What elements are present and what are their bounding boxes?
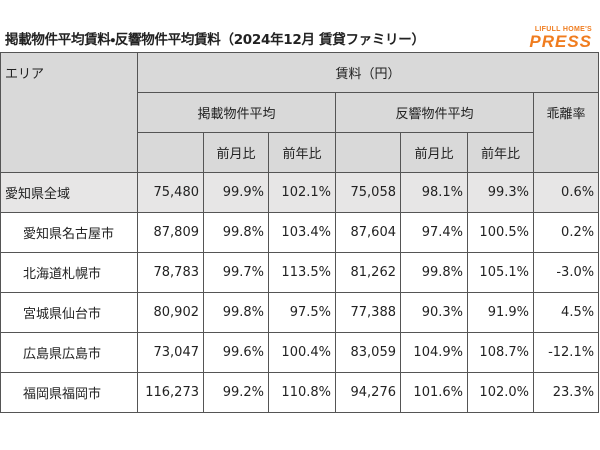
- value-cell: 101.6%: [400, 372, 468, 413]
- value-cell: 99.3%: [467, 172, 534, 213]
- header-cell: 掲載物件平均: [137, 92, 336, 133]
- header-cell: 前月比: [203, 132, 269, 173]
- value-cell: 80,902: [137, 292, 204, 333]
- value-cell: 75,058: [335, 172, 401, 213]
- rent-table: エリア 賃料（円） 掲載物件平均 反響物件平均 乖離率 前月比 前年比 前月比 …: [0, 52, 600, 413]
- value-cell: -3.0%: [532, 252, 600, 293]
- value-cell: 113.5%: [268, 252, 336, 293]
- value-cell: 97.5%: [268, 292, 336, 333]
- value-cell: 100.4%: [268, 332, 336, 373]
- value-cell: 94,276: [335, 372, 401, 413]
- table-row: 福岡県福岡市 116,273 99.2% 110.8% 94,276 101.6% 102.…: [0, 372, 600, 413]
- value-cell: 99.6%: [203, 332, 269, 373]
- title: 掲載物件平均賃料・反響物件平均賃料（2024年12月 賃貸ファミリー）: [5, 32, 425, 48]
- value-cell: 99.8%: [203, 292, 269, 333]
- table-row: 北海道札幌市 78,783 99.7% 113.5% 81,262 99.8% 105.1%…: [0, 252, 600, 293]
- value-cell: 81,262: [335, 252, 401, 293]
- value-cell: 110.8%: [268, 372, 336, 413]
- area-cell: 北海道札幌市: [0, 252, 138, 293]
- area-cell: 広島県広島市: [0, 332, 138, 373]
- value-cell: 97.4%: [400, 212, 468, 253]
- header-cell: [137, 132, 204, 173]
- value-cell: 98.1%: [400, 172, 468, 213]
- value-cell: 0.2%: [532, 212, 600, 253]
- logo: LIFULL HOME'S PRESS: [529, 26, 592, 50]
- header-cell: 乖離率: [532, 92, 600, 173]
- value-cell: 73,047: [137, 332, 204, 373]
- value-cell: 100.5%: [467, 212, 534, 253]
- table-row: 広島県広島市 73,047 99.6% 100.4% 83,059 104.9% 108.7…: [0, 332, 600, 373]
- area-cell: 愛知県全域: [0, 172, 138, 213]
- value-cell: 104.9%: [400, 332, 468, 373]
- value-cell: 102.1%: [268, 172, 336, 213]
- value-cell: 105.1%: [467, 252, 534, 293]
- value-cell: 78,783: [137, 252, 204, 293]
- value-cell: 87,604: [335, 212, 401, 253]
- value-cell: 0.6%: [532, 172, 600, 213]
- value-cell: 75,480: [137, 172, 204, 213]
- table-row: 宮城県仙台市 80,902 99.8% 97.5% 77,388 90.3% 91.9% 4.…: [0, 292, 600, 333]
- value-cell: 83,059: [335, 332, 401, 373]
- value-cell: 99.8%: [400, 252, 468, 293]
- table-row: 愛知県名古屋市 87,809 99.8% 103.4% 87,604 97.4% 100.5…: [0, 212, 600, 253]
- value-cell: 4.5%: [532, 292, 600, 333]
- value-cell: 103.4%: [268, 212, 336, 253]
- header-cell: 反響物件平均: [335, 92, 534, 133]
- header-cell: エリア: [0, 52, 138, 173]
- header-cell: 前月比: [400, 132, 468, 173]
- value-cell: 87,809: [137, 212, 204, 253]
- logo-top: LIFULL HOME'S: [534, 26, 592, 33]
- value-cell: 116,273: [137, 372, 204, 413]
- value-cell: 99.2%: [203, 372, 269, 413]
- header-cell: 前年比: [268, 132, 336, 173]
- area-cell: 愛知県名古屋市: [0, 212, 138, 253]
- value-cell: 91.9%: [467, 292, 534, 333]
- header-cell: 前年比: [467, 132, 534, 173]
- value-cell: 99.7%: [203, 252, 269, 293]
- table-row: 愛知県全域 75,480 99.9% 102.1% 75,058 98.1% 99.3% 0.…: [0, 172, 600, 213]
- value-cell: 102.0%: [467, 372, 534, 413]
- value-cell: 99.8%: [203, 212, 269, 253]
- value-cell: 90.3%: [400, 292, 468, 333]
- area-cell: 宮城県仙台市: [0, 292, 138, 333]
- value-cell: 23.3%: [532, 372, 600, 413]
- value-cell: 77,388: [335, 292, 401, 333]
- value-cell: -12.1%: [532, 332, 600, 373]
- logo-bottom: PRESS: [529, 32, 592, 51]
- header-cell: 賃料（円）: [136, 52, 600, 93]
- header-cell: [335, 132, 401, 173]
- value-cell: 99.9%: [203, 172, 269, 213]
- value-cell: 108.7%: [467, 332, 534, 373]
- area-cell: 福岡県福岡市: [0, 372, 138, 413]
